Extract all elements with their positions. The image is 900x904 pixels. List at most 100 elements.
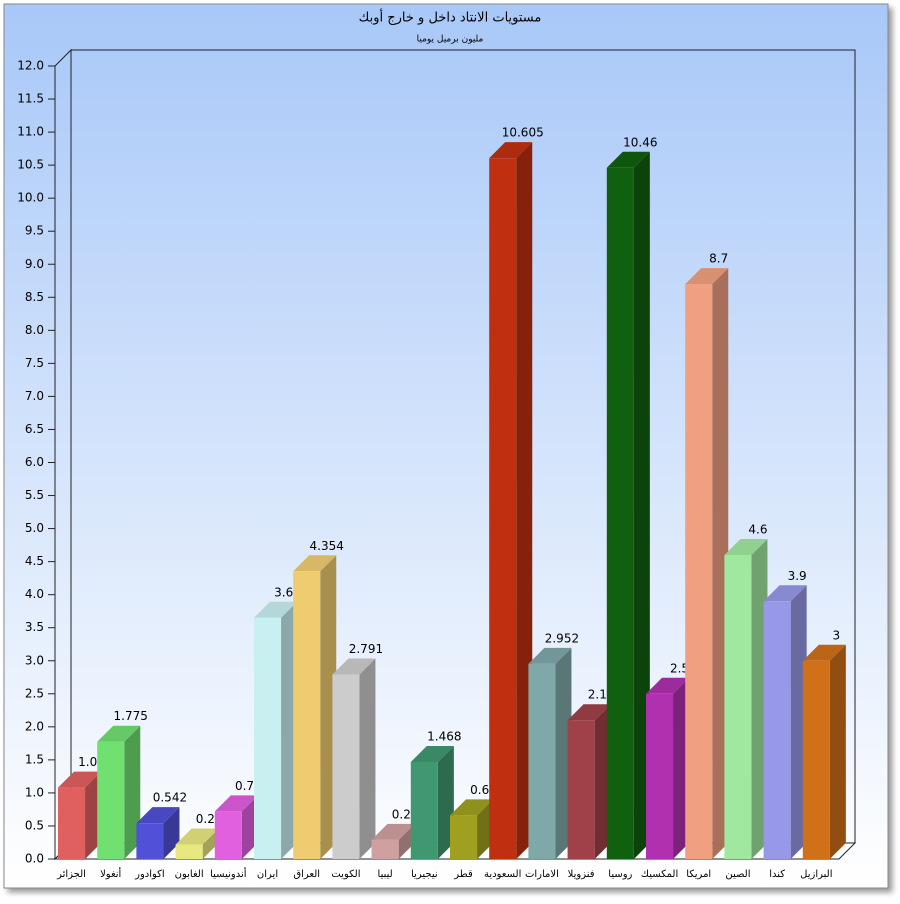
bar-side — [751, 539, 768, 859]
bar — [724, 555, 752, 859]
y-tick-label: 7.0 — [25, 389, 44, 403]
bar — [802, 660, 830, 859]
y-tick-label: 1.0 — [25, 785, 44, 799]
x-tick-label: أنغولا — [100, 867, 121, 880]
bar-top — [450, 799, 494, 816]
x-tick-label: السعودية — [484, 869, 521, 880]
bar-side — [124, 725, 141, 859]
bar — [763, 601, 791, 859]
data-label: 4.354 — [310, 539, 344, 553]
bar — [606, 167, 634, 860]
bar-top — [214, 795, 258, 812]
bar-side — [85, 771, 102, 859]
bar — [293, 571, 321, 859]
data-label: 2.952 — [545, 631, 579, 645]
y-tick-label: 11.5 — [17, 92, 44, 106]
data-label: 2.791 — [349, 642, 383, 656]
bar — [646, 693, 674, 859]
x-tick-label: الغابون — [175, 869, 204, 880]
x-tick-label: الامارات — [525, 869, 559, 880]
data-label: 4.6 — [748, 523, 767, 537]
bar — [567, 720, 595, 859]
bar-top — [646, 677, 690, 694]
bar-side — [829, 644, 846, 859]
bar-top — [763, 585, 807, 602]
bar-side — [516, 142, 533, 859]
bar-side — [712, 268, 729, 859]
y-tick-label: 1.5 — [25, 752, 44, 766]
data-label: 3.9 — [788, 569, 807, 583]
bar-side — [594, 704, 611, 859]
bar-side — [163, 807, 180, 859]
y-tick-label: 3.0 — [25, 653, 44, 667]
bar-side — [320, 555, 337, 859]
y-tick-label: 12.0 — [17, 59, 44, 73]
x-tick-label: العراق — [293, 869, 320, 880]
bar — [332, 674, 360, 859]
bar-top — [410, 745, 454, 762]
bar-top — [802, 644, 846, 661]
x-tick-label: ليبيا — [378, 869, 393, 880]
bar-side — [633, 151, 650, 860]
data-label: 2.5 — [670, 661, 689, 675]
bar-top — [724, 539, 768, 556]
x-tick-label: الجزائر — [56, 869, 86, 880]
bar — [136, 823, 164, 859]
y-tick-label: 8.5 — [25, 290, 44, 304]
x-tick-label: روسيا — [608, 869, 632, 880]
x-tick-label: الكويت — [331, 869, 360, 880]
bar-top — [293, 555, 337, 572]
bar-side — [281, 601, 298, 859]
data-label: 3 — [833, 628, 841, 642]
y-tick-label: 6.0 — [25, 455, 44, 469]
bar — [489, 158, 517, 859]
bar-side — [202, 828, 219, 859]
y-tick-label: 0.5 — [25, 818, 44, 832]
bar-side — [673, 677, 690, 859]
x-tick-label: كندا — [769, 869, 785, 880]
data-label: 0.542 — [153, 791, 187, 805]
data-label: 1.468 — [427, 729, 461, 743]
x-tick-label: اكوادور — [134, 869, 165, 880]
x-tick-label: المكسيك — [641, 869, 679, 880]
x-tick-label: ايران — [257, 869, 278, 880]
y-tick-label: 2.0 — [25, 719, 44, 733]
bar-top — [489, 142, 533, 159]
bar-side — [437, 745, 454, 859]
y-tick-label: 7.5 — [25, 356, 44, 370]
bar-top — [567, 704, 611, 721]
chart-subtitle: مليون برميل يوميا — [417, 35, 484, 45]
data-label: 1.775 — [114, 709, 148, 723]
bar-top — [175, 828, 219, 845]
y-tick-label: 6.5 — [25, 422, 44, 436]
x-tick-label: فنزويلا — [568, 869, 595, 880]
y-tick-label: 8.0 — [25, 323, 44, 337]
bar — [254, 617, 282, 859]
y-tick-label: 11.0 — [17, 125, 44, 139]
data-label: 10.46 — [623, 135, 657, 149]
x-tick-label: قطر — [453, 869, 473, 880]
bar — [371, 839, 399, 859]
y-tick-label: 5.5 — [25, 488, 44, 502]
chart-title: مستويات الانتاد داخل و خارج أوبك — [359, 9, 542, 26]
bar-side — [790, 585, 807, 859]
y-tick-label: 5.0 — [25, 521, 44, 535]
bar-side — [477, 799, 494, 859]
bar-side — [555, 647, 572, 859]
bar — [410, 761, 438, 859]
y-tick-label: 4.5 — [25, 554, 44, 568]
y-tick-label: 0.0 — [25, 852, 44, 866]
bar — [175, 844, 203, 859]
data-label: 10.605 — [502, 126, 544, 140]
bar-top — [371, 823, 415, 840]
bar — [528, 663, 556, 859]
y-tick-label: 2.5 — [25, 686, 44, 700]
bar-top — [606, 151, 650, 168]
bar-side — [241, 795, 258, 859]
x-tick-label: نيجيريا — [411, 869, 438, 880]
bar-side — [359, 658, 376, 859]
y-tick-label: 10.5 — [17, 158, 44, 172]
bar — [214, 811, 242, 859]
y-tick-label: 3.5 — [25, 620, 44, 634]
